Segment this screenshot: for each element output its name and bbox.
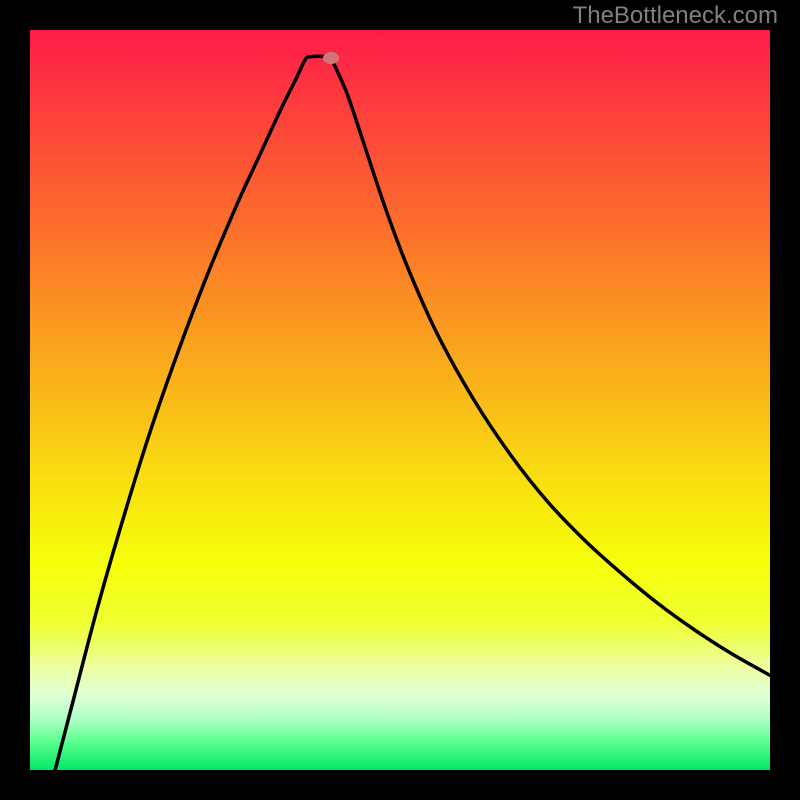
heat-gradient-background	[30, 30, 770, 770]
chart-outer-frame: TheBottleneck.com	[0, 0, 800, 800]
watermark-text: TheBottleneck.com	[573, 2, 778, 30]
plot-area	[30, 30, 770, 770]
